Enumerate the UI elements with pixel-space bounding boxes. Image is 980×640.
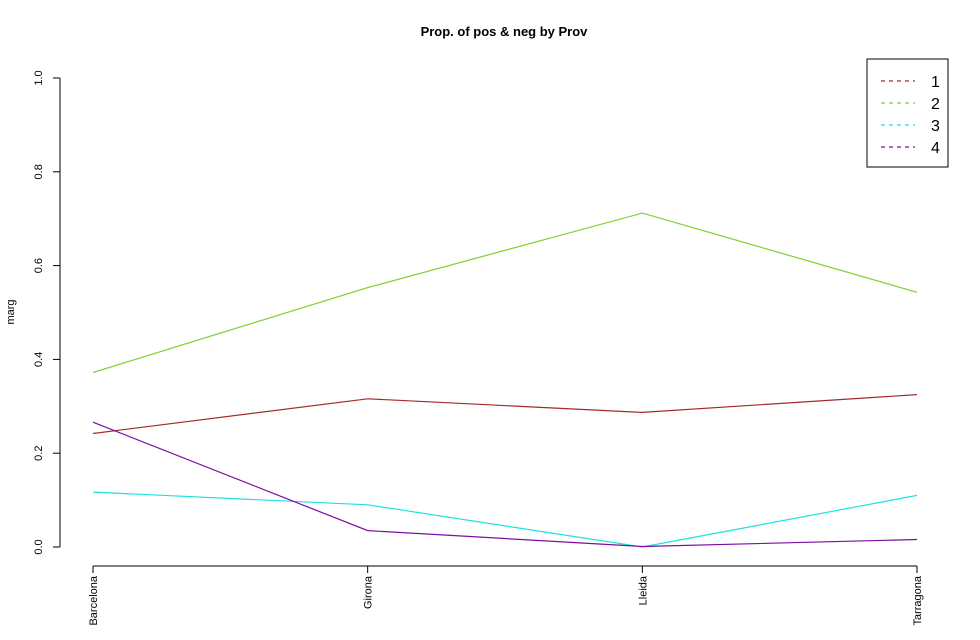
series-layer xyxy=(92,212,918,548)
x-axis: Barcelona Girona Lleida Tarragona xyxy=(88,565,924,626)
series-line-2 xyxy=(92,212,918,374)
series-line-3 xyxy=(92,491,918,548)
y-tick-label: 1.0 xyxy=(33,70,45,85)
legend-label-3: 3 xyxy=(931,118,940,135)
series-line-4 xyxy=(92,421,918,548)
legend-label-1: 1 xyxy=(931,74,940,91)
chart-title: Prop. of pos & neg by Prov xyxy=(421,24,589,39)
legend: 1 2 3 4 xyxy=(866,58,949,168)
series-line-1 xyxy=(92,394,918,435)
legend-box xyxy=(866,58,949,168)
x-tick-label: Barcelona xyxy=(88,575,100,625)
x-tick-label: Girona xyxy=(363,575,375,609)
legend-label-4: 4 xyxy=(931,140,940,157)
y-axis: 0.0 0.2 0.4 0.6 0.8 1.0 xyxy=(33,70,61,555)
y-tick-label: 0.0 xyxy=(33,539,45,554)
x-tick-label: Tarragona xyxy=(912,575,924,625)
y-axis-label: marg xyxy=(5,299,17,324)
y-tick-label: 0.6 xyxy=(33,258,45,273)
legend-label-2: 2 xyxy=(931,96,940,113)
x-tick-label: Lleida xyxy=(637,575,649,605)
y-tick-label: 0.8 xyxy=(33,164,45,179)
y-tick-label: 0.2 xyxy=(33,446,45,461)
y-tick-label: 0.4 xyxy=(33,352,45,367)
